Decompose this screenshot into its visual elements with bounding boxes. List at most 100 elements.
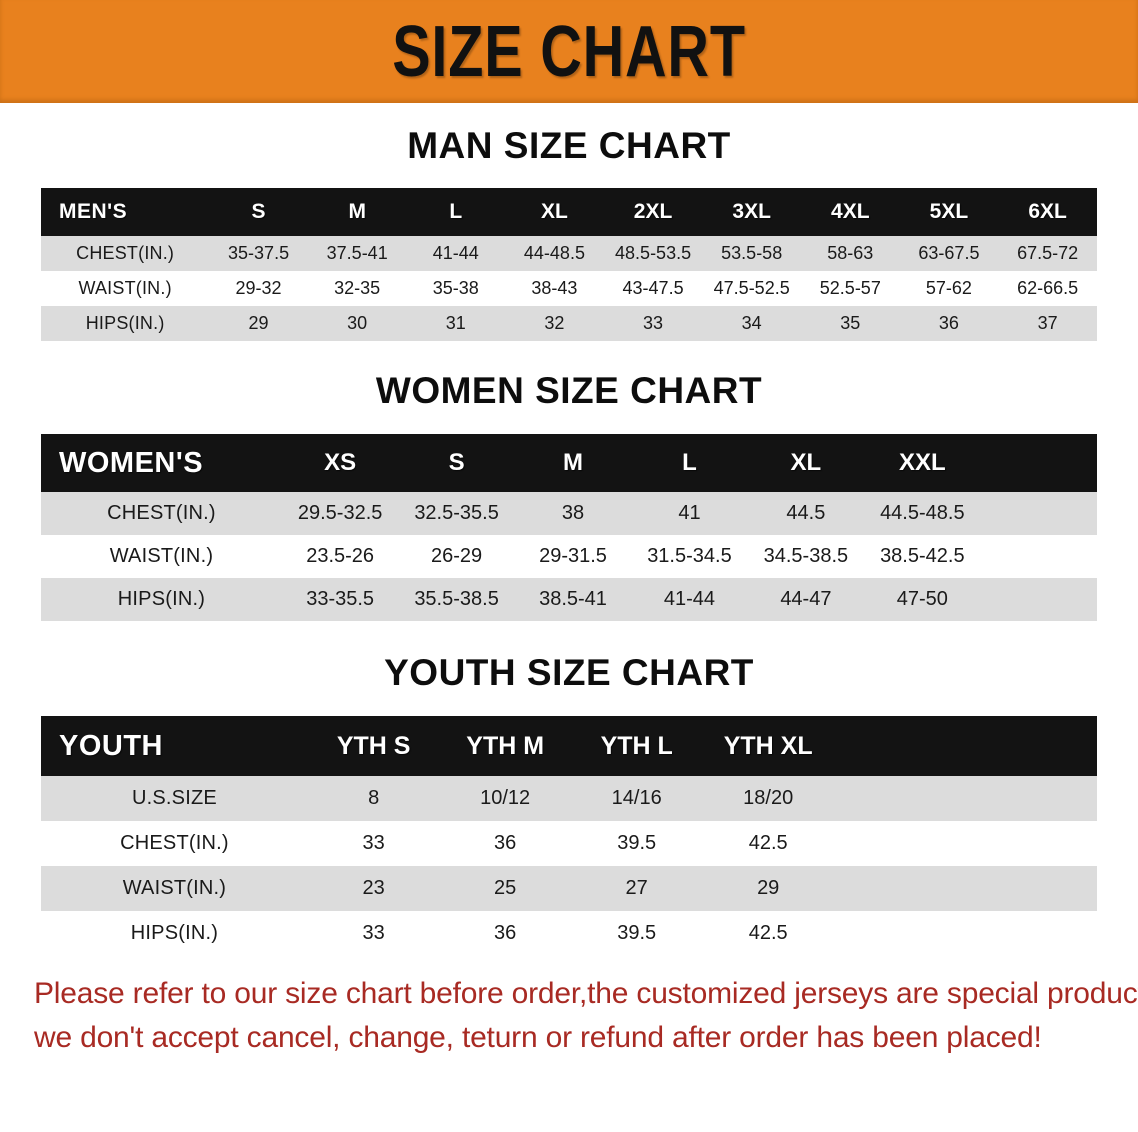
women-size-header-xl: XL bbox=[790, 449, 822, 476]
table-cell-spacer bbox=[834, 821, 966, 866]
youth-row-label: HIPS(IN.) bbox=[130, 922, 219, 944]
women-header-spacer bbox=[981, 434, 1097, 492]
table-cell: 44-47 bbox=[780, 588, 832, 610]
table-cell: 32 bbox=[544, 313, 565, 333]
women-table-body: WOMEN'S XS S M L XL XXL CHEST(IN.) 29.5-32.5 32.5… bbox=[41, 434, 1097, 621]
table-cell: 44.5 bbox=[786, 502, 826, 524]
youth-size-header-yth-l: YTH L bbox=[600, 731, 673, 760]
man-header-row: MEN'S S M L XL 2XL 3XL 4XL 5XL 6XL bbox=[41, 188, 1097, 236]
table-cell: 32-35 bbox=[334, 278, 381, 298]
table-cell: 47.5-52.5 bbox=[713, 278, 790, 298]
table-cell: 57-62 bbox=[925, 278, 972, 298]
man-size-header-xl: XL bbox=[541, 200, 568, 223]
women-size-header-xxl: XXL bbox=[898, 449, 946, 476]
women-size-header-m: M bbox=[563, 449, 584, 476]
man-size-header-l: L bbox=[449, 200, 463, 223]
youth-section-title: YOUTH SIZE CHART bbox=[384, 652, 754, 693]
man-size-header-s: S bbox=[251, 200, 266, 223]
women-size-chart: WOMEN'S XS S M L XL XXL CHEST(IN.) 29.5-32.5 32.5… bbox=[41, 434, 1097, 621]
table-cell: 29-31.5 bbox=[539, 545, 607, 567]
table-cell-spacer bbox=[834, 866, 966, 911]
table-row: HIPS(IN.) 33 36 39.5 42.5 bbox=[41, 911, 1097, 956]
table-cell: 34.5-38.5 bbox=[763, 545, 849, 567]
man-size-header-4xl: 4XL bbox=[831, 200, 870, 223]
table-cell: 48.5-53.5 bbox=[615, 243, 692, 263]
women-corner-label: WOMEN'S bbox=[59, 446, 204, 479]
table-cell: 58-63 bbox=[827, 243, 874, 263]
man-size-header-3xl: 3XL bbox=[732, 200, 771, 223]
table-row: CHEST(IN.) 35-37.5 37.5-41 41-44 44-48.5 48.5… bbox=[41, 236, 1097, 271]
table-cell-spacer bbox=[981, 492, 1097, 535]
table-cell-spacer bbox=[981, 578, 1097, 621]
table-cell: 27 bbox=[625, 877, 648, 899]
man-row-label: WAIST(IN.) bbox=[78, 278, 172, 298]
table-cell: 38.5-42.5 bbox=[880, 545, 965, 567]
table-cell: 44.5-48.5 bbox=[880, 502, 965, 524]
youth-header-spacer bbox=[965, 716, 1097, 776]
table-cell: 53.5-58 bbox=[721, 243, 783, 263]
women-size-header-l: L bbox=[682, 449, 697, 476]
table-cell: 62-66.5 bbox=[1017, 278, 1079, 298]
table-cell: 42.5 bbox=[748, 832, 788, 854]
table-cell: 41 bbox=[678, 502, 701, 524]
table-cell: 26-29 bbox=[431, 545, 483, 567]
table-row: U.S.SIZE 8 10/12 14/16 18/20 bbox=[41, 776, 1097, 821]
table-cell: 52.5-57 bbox=[819, 278, 881, 298]
youth-header-row: YOUTH YTH S YTH M YTH L YTH XL bbox=[41, 716, 1097, 776]
table-cell-spacer bbox=[834, 776, 966, 821]
return-policy-notice: Please refer to our size chart before or… bbox=[34, 972, 1138, 1059]
youth-size-table: YOUTH YTH S YTH M YTH L YTH XL U.S.SIZE 8 10/12… bbox=[41, 716, 1097, 956]
table-cell: 35-37.5 bbox=[228, 243, 290, 263]
table-cell: 31 bbox=[445, 313, 466, 333]
table-cell: 38 bbox=[561, 502, 585, 524]
table-cell: 35 bbox=[840, 313, 861, 333]
man-size-header-5xl: 5XL bbox=[929, 200, 969, 223]
table-cell: 37.5-41 bbox=[326, 243, 388, 263]
table-cell-spacer bbox=[834, 911, 966, 956]
table-cell-spacer bbox=[965, 911, 1097, 956]
table-cell: 36 bbox=[494, 922, 517, 944]
table-cell: 41-44 bbox=[432, 243, 479, 263]
table-cell: 29 bbox=[248, 313, 269, 333]
youth-size-header-yth-s: YTH S bbox=[336, 731, 411, 760]
youth-size-header-yth-m: YTH M bbox=[466, 731, 545, 760]
table-cell: 31.5-34.5 bbox=[647, 545, 732, 567]
table-cell: 33-35.5 bbox=[306, 588, 375, 610]
women-row-label: HIPS(IN.) bbox=[117, 588, 206, 610]
man-size-header-6xl: 6XL bbox=[1028, 200, 1067, 223]
table-cell: 33 bbox=[362, 922, 385, 944]
table-cell: 23.5-26 bbox=[306, 545, 375, 567]
table-cell-spacer bbox=[965, 776, 1097, 821]
table-cell: 18/20 bbox=[743, 787, 794, 809]
women-section-title: WOMEN SIZE CHART bbox=[375, 370, 763, 411]
women-row-label: WAIST(IN.) bbox=[109, 545, 214, 567]
women-size-header-xs: XS bbox=[324, 449, 357, 476]
table-cell: 29 bbox=[757, 877, 780, 899]
table-cell: 44-48.5 bbox=[523, 243, 585, 263]
man-section-title: MAN SIZE CHART bbox=[407, 125, 731, 166]
table-cell: 33 bbox=[362, 832, 385, 854]
table-cell: 14/16 bbox=[611, 787, 662, 809]
table-cell: 32.5-35.5 bbox=[414, 502, 499, 524]
notice-line-1: Please refer to our size chart before or… bbox=[34, 977, 1138, 1010]
man-size-table: MEN'S S M L XL 2XL 3XL 4XL 5XL 6XL CHEST(IN.) 35-37… bbox=[41, 188, 1097, 341]
women-size-header-s: S bbox=[448, 449, 465, 476]
table-cell: 33 bbox=[643, 313, 664, 333]
table-row: WAIST(IN.) 29-32 32-35 35-38 38-43 43-47.5 47.… bbox=[41, 271, 1097, 306]
women-size-table: WOMEN'S XS S M L XL XXL CHEST(IN.) 29.5-32.5 32.5… bbox=[41, 434, 1097, 621]
table-cell: 38-43 bbox=[531, 278, 578, 298]
table-cell: 23 bbox=[362, 877, 385, 899]
table-row: WAIST(IN.) 23 25 27 29 bbox=[41, 866, 1097, 911]
page-banner: SIZE CHART bbox=[0, 0, 1138, 103]
table-cell: 30 bbox=[347, 313, 368, 333]
table-row: HIPS(IN.) 33-35.5 35.5-38.5 38.5-41 41-44 44-… bbox=[41, 578, 1097, 621]
table-cell: 10/12 bbox=[480, 787, 531, 809]
table-row: WAIST(IN.) 23.5-26 26-29 29-31.5 31.5-34.5 34… bbox=[41, 535, 1097, 578]
man-size-chart: MEN'S S M L XL 2XL 3XL 4XL 5XL 6XL CHEST(IN.) 35-37… bbox=[41, 188, 1097, 341]
notice-line-2: we don't accept cancel, change, teturn o… bbox=[34, 1020, 1042, 1054]
table-cell: 8 bbox=[368, 787, 380, 809]
table-cell: 36 bbox=[494, 832, 517, 854]
table-cell: 35-38 bbox=[432, 278, 479, 298]
table-row: CHEST(IN.) 33 36 39.5 42.5 bbox=[41, 821, 1097, 866]
table-cell: 37 bbox=[1037, 313, 1058, 333]
